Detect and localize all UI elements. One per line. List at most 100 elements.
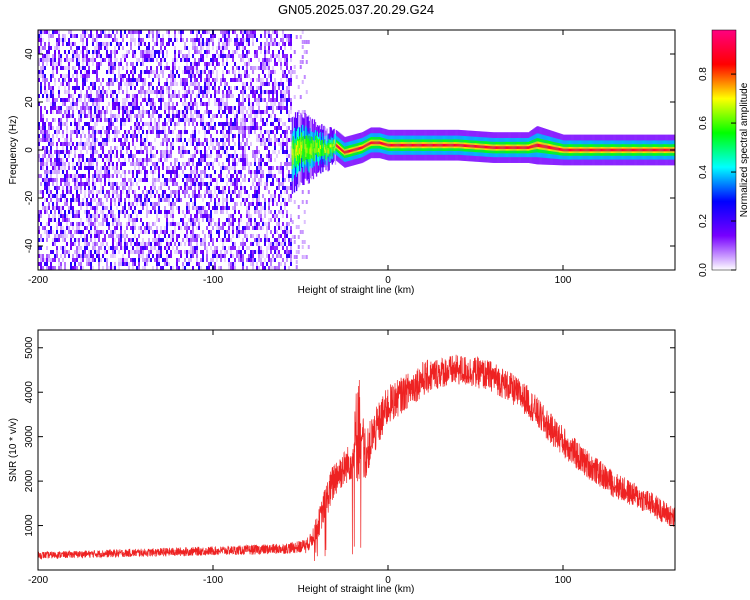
spectrogram-cell (54, 234, 56, 238)
spectrogram-cell (208, 122, 210, 126)
spectrogram-cell (132, 182, 134, 186)
spectrogram-cell (254, 210, 256, 214)
spectrogram-cell (202, 54, 204, 58)
spectrogram-cell (128, 190, 130, 194)
spectrogram-cell (280, 166, 282, 170)
spectrogram-cell (164, 134, 166, 138)
spectrogram-cell (112, 242, 114, 246)
spectrogram-ridge-segment (319, 140, 321, 150)
spectrogram-cell (66, 158, 68, 162)
spectrogram-cell (108, 154, 110, 158)
spectrogram-cell (234, 266, 236, 270)
spectrogram-cell (290, 174, 292, 178)
spectrogram-cell (154, 162, 156, 166)
spectrogram-cell (136, 118, 138, 122)
spectrogram-cell (208, 114, 210, 118)
spectrogram-cell (168, 166, 170, 170)
spectrogram-cell (94, 146, 96, 150)
spectrogram-cell (258, 190, 260, 194)
spectrogram-cell (78, 118, 80, 122)
spectrogram-cell (270, 102, 272, 106)
spectrogram-cell (146, 194, 148, 198)
spectrogram-cell (116, 78, 118, 82)
spectrogram-cell (250, 142, 252, 146)
spectrogram-cell (40, 38, 42, 42)
spectrogram-cell (102, 186, 104, 190)
spectrogram-cell (200, 78, 202, 82)
spectrogram-cell (60, 74, 62, 78)
spectrogram-cell (74, 174, 76, 178)
spectrogram-cell (295, 225, 298, 229)
spectrogram-cell (150, 150, 152, 154)
spectrogram-cell (78, 94, 80, 98)
spectrogram-cell (106, 198, 108, 202)
spectrogram-cell (58, 54, 60, 58)
spectrogram-cell (210, 154, 212, 158)
spectrogram-cell (186, 46, 188, 50)
spectrogram-cell (172, 74, 174, 78)
spectrogram-cell (66, 74, 68, 78)
spectrogram-cell (100, 134, 102, 138)
spectrogram-cell (242, 110, 244, 114)
spectrogram-cell (250, 170, 252, 174)
spectrogram-cell (214, 78, 216, 82)
spectrogram-cell (140, 70, 142, 74)
spectrogram-cell (196, 102, 198, 106)
spectrogram-cell (246, 30, 248, 34)
spectrogram-cell (112, 90, 114, 94)
spectrogram-cell (150, 118, 152, 122)
spectrogram-cell (156, 210, 158, 214)
spectrogram-cell (156, 150, 158, 154)
spectrogram-cell (60, 254, 62, 258)
spectrogram-cell (152, 126, 154, 130)
spectrogram-cell (70, 242, 72, 246)
spectrogram-cell (216, 78, 218, 82)
spectrogram-cell (92, 114, 94, 118)
spectrogram-cell (154, 122, 156, 126)
spectrogram-cell (92, 86, 94, 90)
spectrogram-cell (236, 234, 238, 238)
spectrogram-cell (104, 174, 106, 178)
spectrogram-cell (282, 130, 284, 134)
spectrogram-cell (252, 38, 254, 42)
spectrogram-cell (244, 186, 246, 190)
spectrogram-cell (230, 86, 232, 90)
spectrogram-cell (256, 238, 258, 242)
spectrogram-ridge-segment (322, 144, 324, 149)
spectrogram-cell (260, 254, 262, 258)
spectrogram-cell (72, 194, 74, 198)
spectrogram-cell (214, 122, 216, 126)
spectrogram-cell (120, 74, 122, 78)
spectrogram-cell (256, 198, 258, 202)
spectrogram-cell (54, 150, 56, 154)
spectrogram-cell (220, 238, 222, 242)
spectrogram-cell (266, 226, 268, 230)
spectrogram-cell (248, 86, 250, 90)
spectrogram-cell (226, 62, 228, 66)
spectrogram-cell (100, 54, 102, 58)
spectrogram-cell (56, 66, 58, 70)
spectrogram-cell (216, 70, 218, 74)
spectrogram-cell (104, 162, 106, 166)
spectrogram-cell (132, 78, 134, 82)
spectrogram-cell (272, 122, 274, 126)
spectrogram-cell (104, 238, 106, 242)
spectrogram-cell (268, 130, 270, 134)
spectrogram-cell (120, 182, 122, 186)
spectrogram-cell (208, 102, 210, 106)
spectrogram-cell (210, 230, 212, 234)
spectrogram-cell (258, 246, 260, 250)
spectrogram-cell (282, 106, 284, 110)
spectrogram-cell (90, 106, 92, 110)
spectrogram-cell (196, 94, 198, 98)
spectrogram-cell (138, 226, 140, 230)
spectrogram-cell (98, 106, 100, 110)
spectrogram-cell (182, 142, 184, 146)
spectrogram-cell (226, 138, 228, 142)
spectrogram-cell (56, 130, 58, 134)
spectrogram-cell (274, 38, 276, 42)
spectrogram-cell (234, 62, 236, 66)
spectrogram-cell (238, 70, 240, 74)
spectrogram-cell (56, 178, 58, 182)
spectrogram-ridge-segment (347, 150, 349, 153)
